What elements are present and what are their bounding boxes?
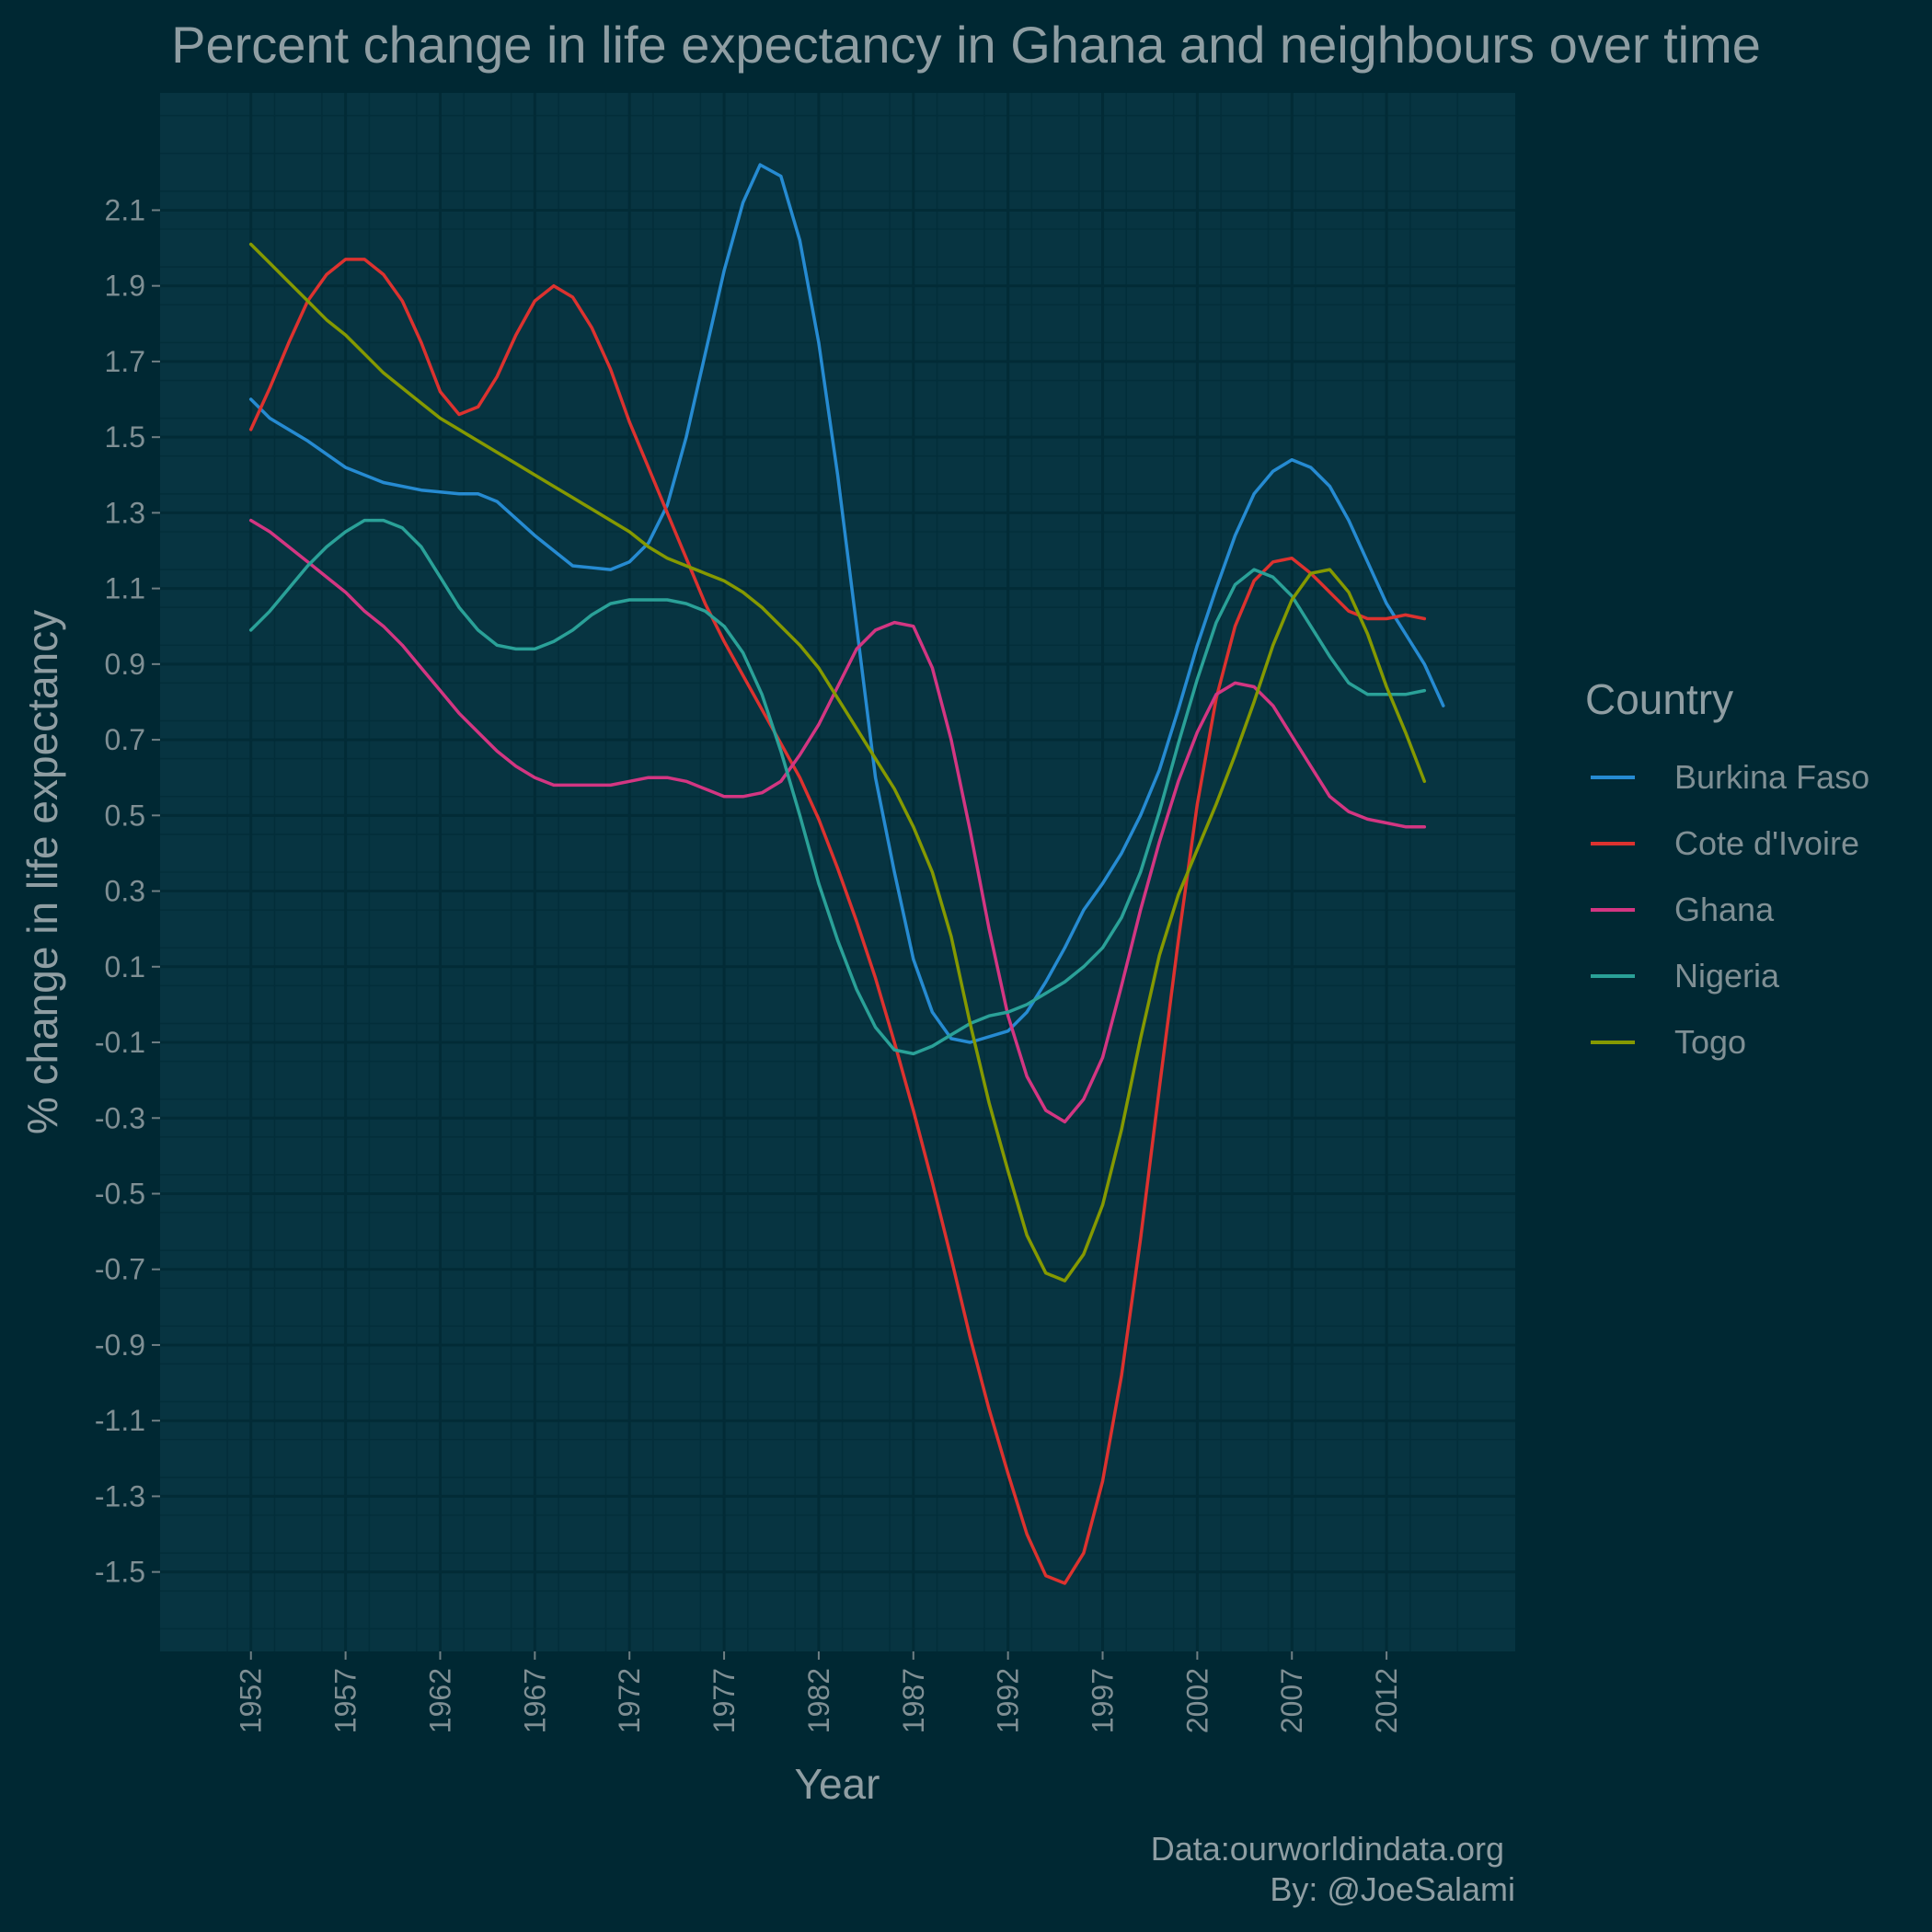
series-line-cote-d-ivoire: [248, 258, 1427, 1585]
y-tick-label: 0.1: [105, 950, 145, 983]
x-tick-label: 1992: [992, 1668, 1025, 1733]
chart-title: Percent change in life expectancy in Gha…: [171, 16, 1761, 74]
x-tick-label: 2012: [1370, 1668, 1403, 1733]
y-tick-label: -1.3: [95, 1479, 145, 1512]
y-tick-label: 1.7: [105, 345, 145, 378]
legend-items: Burkina Faso Cote d'Ivoire Ghana Nigeria Tog…: [1591, 758, 1869, 1061]
y-tick-label: -0.3: [95, 1101, 145, 1134]
caption-author: By: @JoeSalami: [1270, 1870, 1515, 1908]
series-line-ghana: [248, 518, 1427, 1124]
y-tick-label: 1.5: [105, 420, 145, 454]
y-tick-label: -0.7: [95, 1253, 145, 1286]
series-lines: [248, 163, 1445, 1585]
legend-label: Cote d'Ivoire: [1674, 824, 1859, 862]
y-tick-label: 1.1: [105, 572, 145, 605]
x-tick-label: 1987: [897, 1668, 930, 1733]
legend-title: Country: [1585, 675, 1733, 723]
x-tick-label: 1957: [329, 1668, 362, 1733]
y-tick-label: -0.5: [95, 1177, 145, 1210]
legend-label: Ghana: [1674, 891, 1775, 928]
y-tick-label: 1.9: [105, 270, 145, 303]
x-tick-label: 2007: [1275, 1668, 1308, 1733]
x-axis: 1952 1957 1962 1967 1972 1977 1982 1987 1992 1997…: [235, 1651, 1403, 1733]
x-tick-label: 1977: [707, 1668, 741, 1733]
x-axis-title: Year: [795, 1760, 880, 1808]
x-tick-label: 1952: [235, 1668, 268, 1733]
y-tick-label: -1.5: [95, 1556, 145, 1589]
y-tick-label: 0.5: [105, 799, 145, 832]
y-axis: 2.1 1.9 1.7 1.5 1.3 1.1 0.9 0.7 0.5 0.3 0.1 -0.1 -0.…: [95, 193, 160, 1589]
series-line-burkina-faso: [248, 163, 1445, 1044]
y-tick-label: 0.3: [105, 875, 145, 908]
legend-label: Togo: [1674, 1023, 1746, 1061]
legend-label: Burkina Faso: [1674, 758, 1869, 796]
y-tick-label: 1.3: [105, 496, 145, 529]
series-line-togo: [248, 242, 1427, 1282]
caption-source: Data:ourworldindata.org: [1151, 1830, 1504, 1868]
legend: Country Burkina Faso Cote d'Ivoire Ghana Ni…: [1585, 675, 1869, 1061]
y-tick-label: 0.9: [105, 648, 145, 681]
x-tick-label: 2002: [1180, 1668, 1213, 1733]
x-tick-label: 1967: [518, 1668, 551, 1733]
x-tick-label: 1962: [423, 1668, 456, 1733]
series-line-nigeria: [248, 518, 1427, 1056]
y-tick-label: 0.7: [105, 723, 145, 756]
y-tick-label: -0.1: [95, 1026, 145, 1059]
y-tick-label: 2.1: [105, 193, 145, 226]
legend-label: Nigeria: [1674, 957, 1780, 995]
y-tick-label: -0.9: [95, 1328, 145, 1362]
x-tick-label: 1972: [613, 1668, 646, 1733]
major-gridlines: [160, 93, 1515, 1651]
y-axis-title: % change in life expectancy: [18, 610, 66, 1134]
y-tick-label: -1.1: [95, 1404, 145, 1437]
x-tick-label: 1982: [802, 1668, 835, 1733]
x-tick-label: 1997: [1087, 1668, 1120, 1733]
